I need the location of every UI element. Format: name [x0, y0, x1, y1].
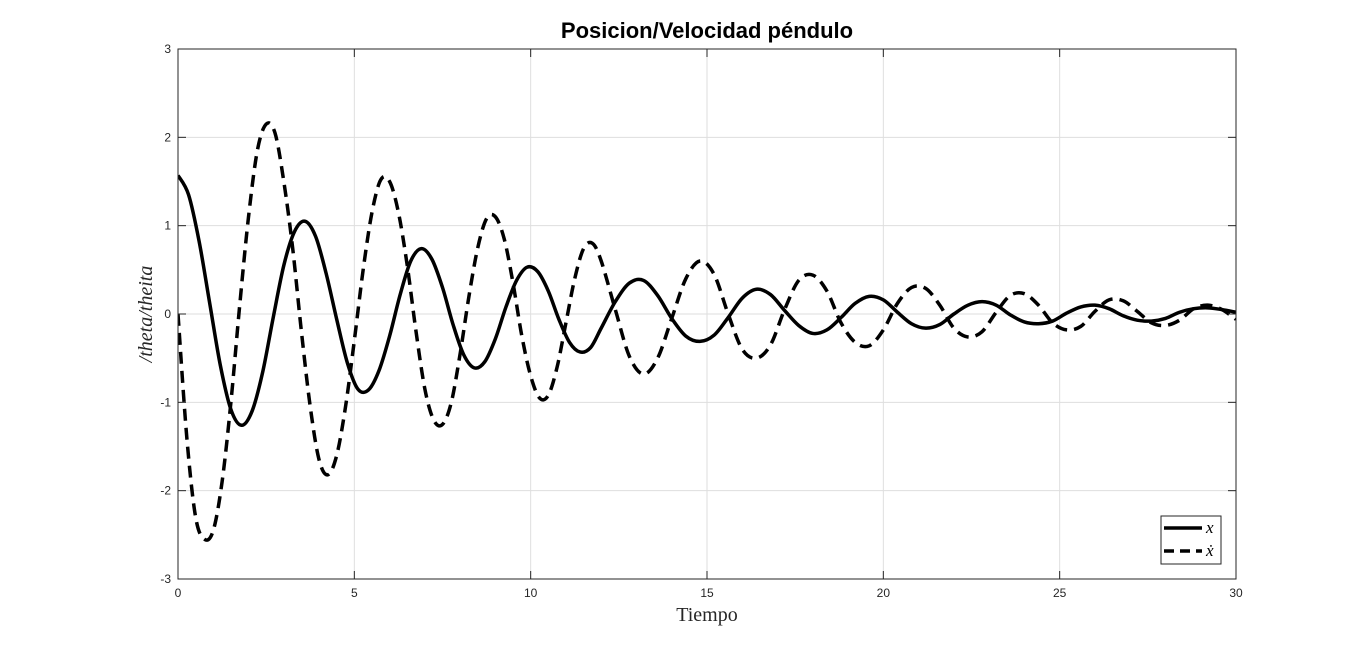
x-tick-label: 15 — [700, 586, 714, 600]
y-tick-label: -1 — [160, 395, 171, 409]
y-tick-label: 3 — [164, 42, 171, 56]
legend-box — [1160, 515, 1222, 565]
x-tick-label: 30 — [1229, 586, 1243, 600]
y-tick-label: 2 — [164, 130, 171, 144]
legend-label-xdot: ẋ — [1205, 541, 1214, 560]
y-tick-label: 0 — [164, 307, 171, 321]
series-line-x — [178, 174, 1236, 428]
grid — [178, 49, 1236, 579]
legend: x ẋ — [1160, 515, 1222, 565]
ticks: 0 5 10 15 20 25 30 -3 -2 -1 0 1 2 3 — [160, 42, 1243, 600]
y-tick-label: 1 — [164, 219, 171, 233]
y-tick-label: -2 — [160, 484, 171, 498]
x-tick-label: 5 — [351, 586, 358, 600]
series-layer — [178, 121, 1236, 542]
x-tick-label: 10 — [524, 586, 538, 600]
chart-title: Posicion/Velocidad péndulo — [561, 18, 853, 43]
y-tick-label: -3 — [160, 572, 171, 586]
series-line-xdot — [178, 121, 1236, 542]
y-axis-label: /theta/theita — [135, 266, 157, 364]
x-tick-label: 0 — [175, 586, 182, 600]
x-tick-label: 25 — [1053, 586, 1067, 600]
x-tick-label: 20 — [877, 586, 891, 600]
x-axis-label: Tiempo — [676, 604, 738, 626]
legend-label-x: x — [1205, 518, 1214, 537]
